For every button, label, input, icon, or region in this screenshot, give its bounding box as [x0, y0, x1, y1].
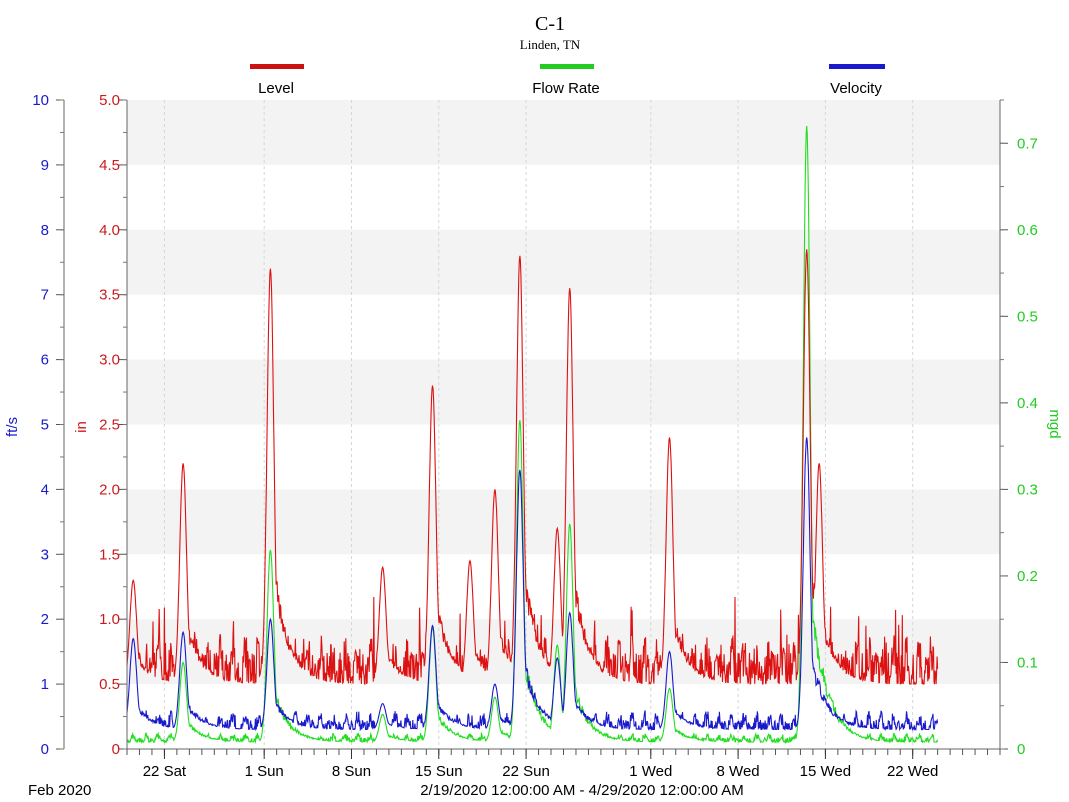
axes: 0 1 2 3 4 5 6 7 8 9 10 0 0.5 1.0 1.5 2.0 2.5 3.0 3.5 4.0 4.5… [32, 92, 1038, 780]
tick-label-velocity: 2 [41, 611, 49, 628]
axis-label-level: in [73, 421, 90, 433]
tick-label-velocity: 7 [41, 287, 49, 304]
chart-title: C-1 [535, 13, 565, 35]
tick-label-level: 4.5 [99, 157, 120, 174]
tick-label-velocity: 5 [41, 417, 49, 434]
date-range-label: 2/19/2020 12:00:00 AM - 4/29/2020 12:00:… [420, 782, 744, 799]
legend-swatch-level [250, 64, 304, 69]
tick-label-flow: 0.4 [1017, 395, 1038, 412]
x-tick-label: 15 Wed [800, 763, 851, 780]
tick-label-velocity: 1 [41, 676, 49, 693]
tick-label-level: 1.5 [99, 546, 120, 563]
legend-label-level: Level [258, 80, 294, 97]
tick-label-velocity: 4 [41, 481, 49, 498]
tick-label-velocity: 10 [32, 92, 49, 109]
x-tick-label: 1 Wed [629, 763, 672, 780]
x-tick-label: 22 Sun [502, 763, 550, 780]
x-tick-label: 1 Sun [245, 763, 284, 780]
legend-item-flow-rate[interactable]: Flow Rate [532, 64, 600, 97]
gridlines [163, 100, 914, 749]
legend-item-level[interactable]: Level [250, 64, 304, 97]
tick-label-level: 3.5 [99, 287, 120, 304]
tick-label-level: 0.5 [99, 676, 120, 693]
chart-subtitle: Linden, TN [520, 37, 581, 52]
month-label: Feb 2020 [28, 782, 91, 799]
legend-label-flow-rate: Flow Rate [532, 80, 600, 97]
tick-label-velocity: 6 [41, 352, 49, 369]
tick-label-velocity: 0 [41, 741, 49, 758]
grid-bands [127, 100, 1000, 685]
series-line-level [126, 249, 939, 685]
x-tick-label: 22 Wed [887, 763, 938, 780]
tick-label-level: 1.0 [99, 611, 120, 628]
legend-item-velocity[interactable]: Velocity [829, 64, 885, 97]
x-tick-label: 22 Sat [143, 763, 187, 780]
grid-band [127, 100, 1000, 165]
tick-label-flow: 0.6 [1017, 222, 1038, 239]
tick-label-flow: 0.5 [1017, 308, 1038, 325]
legend-swatch-flow-rate [540, 64, 594, 69]
tick-label-flow: 0.3 [1017, 481, 1038, 498]
legend-label-velocity: Velocity [830, 80, 882, 97]
grid-band [127, 489, 1000, 555]
tick-label-level: 2.0 [99, 481, 120, 498]
tick-label-level: 5.0 [99, 92, 120, 109]
tick-label-velocity: 3 [41, 546, 49, 563]
tick-label-level: 3.0 [99, 352, 120, 369]
tick-label-velocity: 8 [41, 222, 49, 239]
axis-label-flow: mgd [1046, 409, 1063, 438]
x-tick-label: 8 Wed [717, 763, 760, 780]
tick-label-flow: 0.2 [1017, 568, 1038, 585]
series-line-velocity [126, 437, 939, 732]
legend-swatch-velocity [829, 64, 885, 69]
x-tick-label: 8 Sun [332, 763, 371, 780]
grid-band [127, 229, 1000, 295]
tick-label-flow: 0.7 [1017, 135, 1038, 152]
tick-label-flow: 0.1 [1017, 654, 1038, 671]
tick-label-level: 0 [112, 741, 120, 758]
tick-label-level: 4.0 [99, 222, 120, 239]
tick-label-level: 2.5 [99, 417, 120, 434]
tick-label-velocity: 9 [41, 157, 49, 174]
x-tick-label: 15 Sun [415, 763, 463, 780]
tick-label-flow: 0 [1017, 741, 1025, 758]
series-lines [126, 125, 939, 745]
grid-band [127, 359, 1000, 425]
axis-label-velocity: ft/s [4, 417, 21, 437]
